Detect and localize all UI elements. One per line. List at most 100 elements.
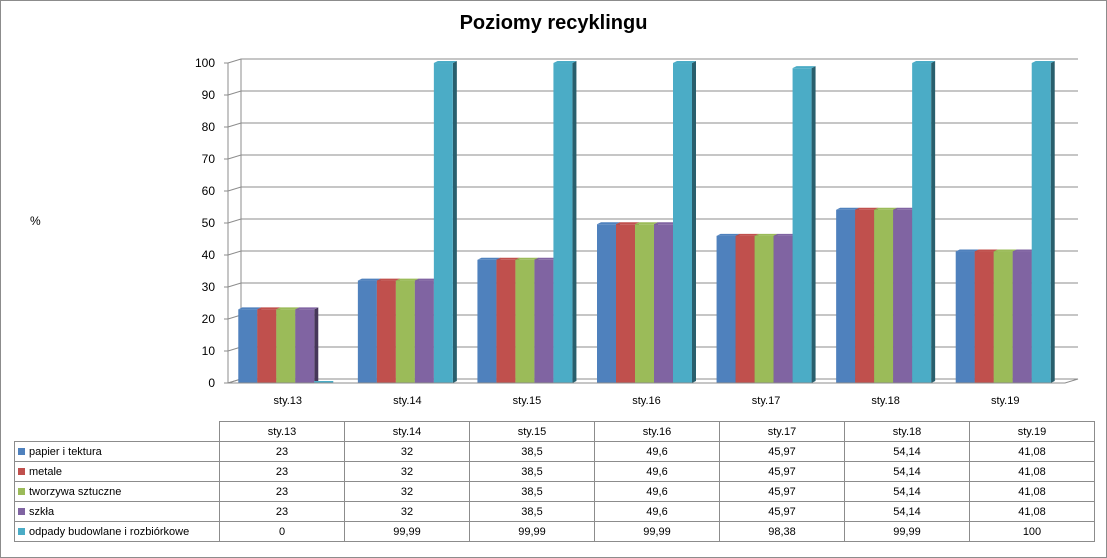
bar-top — [773, 233, 797, 236]
data-table-cell: 0 — [219, 521, 345, 542]
bar-top — [855, 207, 879, 210]
bar-top — [673, 61, 696, 64]
bar — [716, 235, 736, 383]
data-table-header: sty.13 sty.14 sty.15 sty.16 sty.17 sty.18 sty.… — [14, 421, 1095, 442]
bar — [276, 309, 296, 383]
data-table-row-header: odpady budowlane i rozbiórkowe — [14, 521, 220, 542]
bar — [974, 251, 994, 383]
data-table-body: papier i tektura 23 32 38,5 49,6 45,97 54,14 41… — [14, 441, 1095, 542]
bar — [955, 251, 975, 383]
data-table-cell: 23 — [219, 481, 345, 502]
data-table-column-header: sty.17 — [719, 421, 845, 442]
legend-swatch — [18, 447, 25, 455]
data-table-row-header: szkła — [14, 501, 220, 522]
bar-top — [515, 257, 539, 260]
legend-label: odpady budowlane i rozbiórkowe — [29, 525, 190, 538]
bar — [792, 68, 812, 384]
bar-side — [692, 61, 696, 383]
data-table-cell: 32 — [344, 461, 470, 482]
x-tick-label: sty.18 — [871, 395, 900, 407]
data-table-row-header: metale — [14, 461, 220, 482]
bar-side — [1050, 61, 1055, 383]
data-table-cell: 54,14 — [844, 501, 970, 522]
bar-side — [572, 61, 577, 383]
y-tick-label: 40 — [202, 248, 216, 262]
data-table-row: metale 23 32 38,5 49,6 45,97 54,14 41,08 — [14, 461, 1095, 482]
bar-side — [314, 307, 319, 383]
bar — [912, 63, 932, 383]
data-table-cell: 54,14 — [844, 461, 970, 482]
bar-top — [716, 233, 740, 236]
bar — [257, 309, 277, 383]
bar-top — [553, 61, 577, 64]
bar-top — [295, 307, 319, 310]
data-table-cell: 98,38 — [719, 521, 845, 542]
data-table-cell: 41,08 — [969, 461, 1095, 482]
bar — [616, 224, 635, 383]
bar — [1031, 63, 1051, 383]
y-axis-label: % — [30, 214, 41, 228]
data-table-cell: 45,97 — [719, 461, 845, 482]
plot-area: 0 10 20 30 40 50 60 70 80 90 100 sty.13 sty.14 sty.15… — [195, 56, 1079, 407]
chart-title: Poziomy recyklingu — [459, 12, 648, 34]
data-table-cell: 99,99 — [844, 521, 970, 542]
data-table-cell: 45,97 — [719, 481, 845, 502]
bar — [874, 209, 894, 383]
bar-top — [496, 257, 520, 260]
bar — [735, 235, 755, 383]
y-tick-label: 100 — [195, 56, 215, 70]
bar-top — [414, 278, 438, 281]
bar-top — [238, 307, 262, 310]
bar — [893, 209, 913, 383]
data-table-row-header: papier i tektura — [14, 441, 220, 462]
bar — [376, 280, 396, 383]
bar — [534, 259, 554, 383]
bar-top — [735, 233, 759, 236]
bar — [515, 259, 535, 383]
bar — [754, 235, 774, 383]
data-table-row: tworzywa sztuczne 23 32 38,5 49,6 45,97 54,14 4… — [14, 481, 1095, 502]
data-table-cell: 45,97 — [719, 441, 845, 462]
data-table-cell: 38,5 — [469, 501, 595, 522]
data-table-column-header: sty.19 — [969, 421, 1095, 442]
bar-top — [276, 307, 300, 310]
bar-top — [1012, 249, 1036, 252]
data-table-cell: 41,08 — [969, 501, 1095, 522]
data-table-cell: 49,6 — [594, 481, 720, 502]
y-tick-label: 10 — [202, 344, 216, 358]
bar-top — [635, 222, 658, 225]
data-table-cell: 49,6 — [594, 501, 720, 522]
bar-top — [654, 222, 677, 225]
bar-top — [1031, 61, 1055, 63]
y-tick-label: 80 — [202, 120, 216, 134]
data-table-cell: 100 — [969, 521, 1095, 542]
data-table-column-header: sty.13 — [219, 421, 345, 442]
bar — [993, 251, 1013, 383]
data-table-cell: 99,99 — [469, 521, 595, 542]
bar — [635, 224, 654, 383]
bar-top — [616, 222, 639, 225]
x-tick-label: sty.14 — [393, 395, 422, 407]
legend-label: szkła — [29, 505, 55, 518]
data-table-column-header: sty.16 — [594, 421, 720, 442]
bar — [773, 235, 793, 383]
bar-top — [597, 222, 620, 225]
bar-top — [395, 278, 419, 281]
bar — [314, 381, 334, 383]
bar — [654, 224, 673, 383]
bar — [496, 259, 516, 383]
y-tick-label: 0 — [208, 376, 215, 390]
data-table-column-header: sty.15 — [469, 421, 595, 442]
bar-top — [993, 249, 1017, 252]
bar — [238, 309, 258, 383]
bar — [1012, 251, 1032, 383]
bar-top — [792, 66, 816, 69]
y-tick-label: 60 — [202, 184, 216, 198]
bar-top — [754, 233, 778, 236]
y-tick-label: 70 — [202, 152, 216, 166]
bar-top — [257, 307, 281, 310]
data-table-row: szkła 23 32 38,5 49,6 45,97 54,14 41,08 — [14, 501, 1095, 522]
bar-top — [376, 278, 400, 281]
data-table-cell: 23 — [219, 501, 345, 522]
x-tick-label: sty.16 — [632, 395, 661, 407]
